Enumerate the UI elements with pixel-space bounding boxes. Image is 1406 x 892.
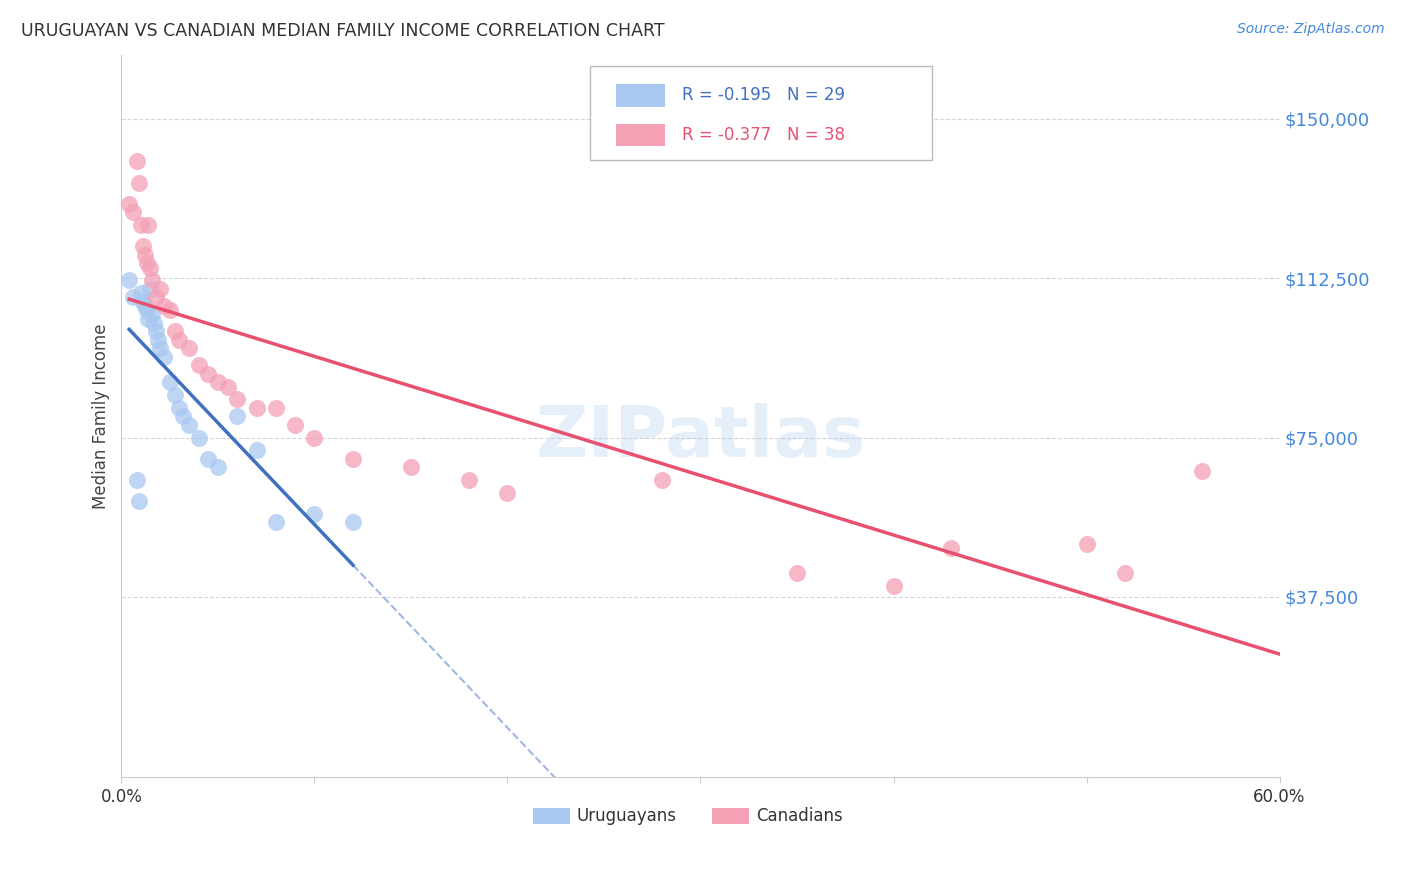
Point [153,299,176,313]
Point [135,256,157,270]
Point [128,494,150,508]
Point [125,154,148,169]
Point [118,273,141,287]
Point [129,218,152,232]
Point [169,401,191,415]
Point [941,541,963,555]
Text: Canadians: Canadians [756,807,842,825]
Y-axis label: Median Family Income: Median Family Income [93,324,110,509]
Point [197,451,219,466]
Point [131,294,153,309]
Point [149,341,172,355]
Text: R = -0.195   N = 29: R = -0.195 N = 29 [682,87,845,104]
Point [342,451,364,466]
Point [786,566,808,581]
Point [145,324,167,338]
Bar [616,124,665,146]
FancyBboxPatch shape [591,66,932,160]
Text: ZIPatlas: ZIPatlas [536,403,866,473]
Point [139,260,162,275]
Point [882,579,904,593]
Bar [711,808,749,824]
Point [122,205,145,219]
Point [304,507,326,521]
Point [153,350,176,364]
Point [165,388,187,402]
Point [226,392,249,407]
Point [264,401,287,415]
Point [187,359,209,373]
Point [217,379,239,393]
Point [149,282,172,296]
Point [139,282,162,296]
Point [264,516,287,530]
Point [141,307,163,321]
Point [125,473,148,487]
Point [141,273,163,287]
Point [226,409,249,424]
Point [457,473,479,487]
Point [651,473,673,487]
Point [159,376,181,390]
Text: Source: ZipAtlas.com: Source: ZipAtlas.com [1237,22,1385,37]
Point [245,401,267,415]
Point [143,316,166,330]
Bar [616,85,665,106]
Text: URUGUAYAN VS CANADIAN MEDIAN FAMILY INCOME CORRELATION CHART: URUGUAYAN VS CANADIAN MEDIAN FAMILY INCO… [21,22,665,40]
Point [245,443,267,458]
Point [177,417,200,432]
Point [1191,465,1213,479]
Point [172,409,194,424]
Point [197,367,219,381]
Point [1076,537,1098,551]
Point [399,460,422,475]
Point [207,460,229,475]
Point [159,303,181,318]
Bar [533,808,569,824]
Point [169,333,191,347]
Point [134,299,156,313]
Point [128,176,150,190]
Point [145,290,167,304]
Point [342,516,364,530]
Text: Uruguayans: Uruguayans [576,807,676,825]
Point [129,286,152,301]
Point [138,311,160,326]
Point [122,290,145,304]
Point [177,341,200,355]
Point [131,239,153,253]
Point [304,430,326,444]
Text: R = -0.377   N = 38: R = -0.377 N = 38 [682,126,845,145]
Point [207,376,229,390]
Point [138,218,160,232]
Point [284,417,307,432]
Point [134,248,156,262]
Point [1114,566,1136,581]
Point [118,197,141,211]
Point [496,485,519,500]
Point [165,324,187,338]
Point [146,333,169,347]
Point [135,303,157,318]
Point [187,430,209,444]
